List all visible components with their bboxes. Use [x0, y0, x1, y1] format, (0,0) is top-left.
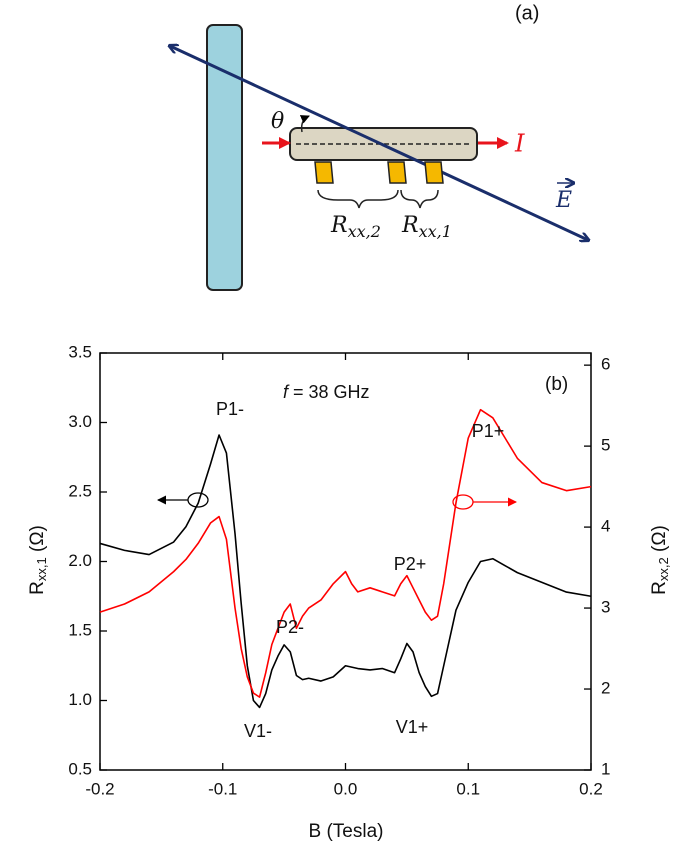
r1-sub: xx,1: [419, 222, 452, 241]
panel-label: (b): [545, 374, 568, 395]
annotation-text: P2+: [394, 554, 427, 574]
y-tick-label: 2.5: [68, 481, 92, 500]
y-tick-label: 2.0: [68, 551, 92, 570]
series-line: [99, 408, 592, 698]
annotation-italic: f: [283, 382, 290, 402]
y-tick-label: 1.5: [68, 620, 92, 639]
y-title-unit: (Ω): [27, 525, 48, 557]
brace: [317, 189, 399, 209]
annotation-text: V1+: [396, 717, 429, 737]
y2-title-main: R: [649, 581, 670, 595]
field-label: E: [555, 188, 572, 213]
x-tick-label: -0.2: [85, 779, 114, 798]
y-tick-label: 0.5: [68, 759, 92, 778]
annotation: f = 38 GHz: [283, 382, 370, 402]
contact: [387, 161, 407, 184]
y2-tick-label: 5: [601, 436, 610, 455]
y2-tick-label: 3: [601, 598, 610, 617]
y-tick-label: 3.0: [68, 412, 92, 431]
chart: B (Tesla) Rxx,1 (Ω) Rxx,2 (Ω) (b) -0.2 -0…: [27, 342, 671, 842]
r2-main: R: [330, 213, 348, 238]
x-tick-label: 0.0: [334, 779, 358, 798]
brace: [400, 189, 439, 209]
annotation-text: V1-: [244, 721, 272, 741]
panel-label: (a): [515, 2, 539, 24]
x-axis-title: B (Tesla): [309, 821, 384, 842]
annotation-text: = 38 GHz: [288, 382, 370, 402]
plot-frame: [99, 352, 592, 771]
r1-label: Rxx,1: [401, 213, 452, 241]
contact: [424, 161, 444, 184]
annotation-text: P2-: [276, 617, 304, 637]
y2-title-sub: xx,2: [656, 557, 671, 581]
annotation: P2-: [276, 617, 304, 637]
y-tick-label: 3.5: [68, 342, 92, 361]
current-label: I: [514, 130, 525, 158]
contact: [314, 161, 334, 184]
angle-arrow: [299, 115, 310, 133]
annotation-text: P1-: [216, 399, 244, 419]
y2-title-unit: (Ω): [649, 525, 670, 557]
y2-tick-label: 2: [601, 679, 610, 698]
annotation: P1-: [216, 399, 244, 419]
r2-label: Rxx,2: [330, 213, 381, 241]
annotation-text: P1+: [472, 421, 505, 441]
annotation: V1+: [396, 717, 429, 737]
annotation: P1+: [472, 421, 505, 441]
theta-label: θ: [271, 109, 284, 134]
annotation: V1-: [244, 721, 272, 741]
y2-tick-label: 4: [601, 517, 610, 536]
y2-axis-title: Rxx,2 (Ω): [649, 525, 671, 595]
r2-sub: xx,2: [348, 222, 381, 241]
x-tick-label: 0.2: [579, 779, 603, 798]
y2-tick-label: 1: [601, 759, 610, 778]
y-title-main: R: [27, 581, 48, 595]
y-axis-title: Rxx,1 (Ω): [27, 525, 49, 595]
x-tick-label: 0.1: [456, 779, 480, 798]
x-tick-label: -0.1: [208, 779, 237, 798]
diagram: (a) θ I E Rxx,2 Rxx,1: [170, 2, 588, 291]
y2-tick-label: 6: [601, 355, 610, 374]
r1-main: R: [401, 213, 419, 238]
annotation: P2+: [394, 554, 427, 574]
series-line: [99, 434, 592, 709]
y-tick-label: 1.0: [68, 690, 92, 709]
field-line: [170, 46, 588, 240]
y-title-sub: xx,1: [34, 557, 49, 581]
